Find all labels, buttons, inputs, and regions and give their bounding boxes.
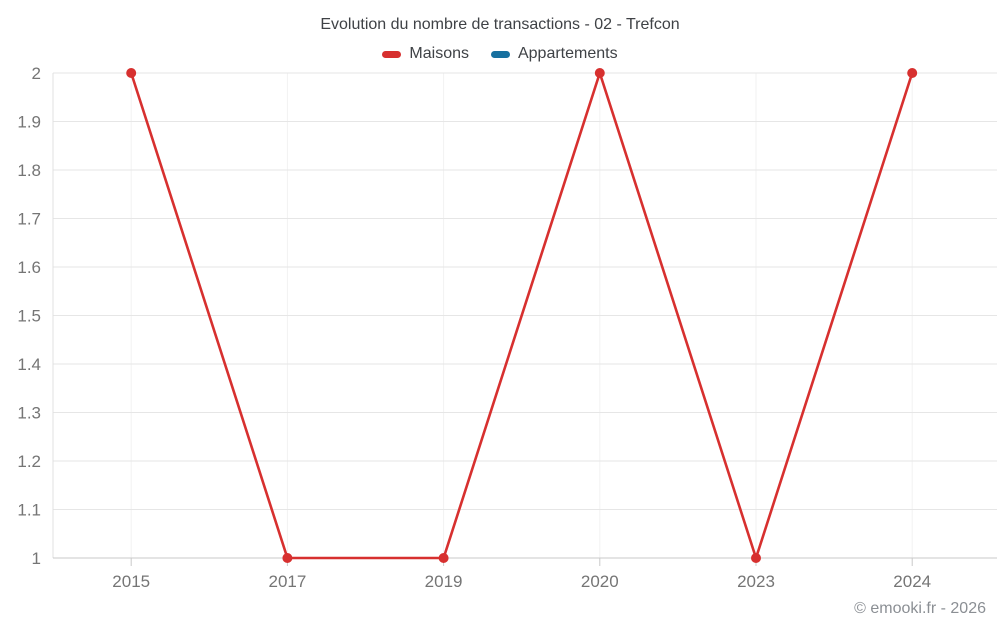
y-axis-tick-label: 1.9 [17, 113, 41, 132]
y-axis-tick-label: 1.6 [17, 258, 41, 277]
maisons-data-point[interactable] [282, 553, 293, 563]
maisons-swatch-icon [382, 50, 402, 58]
y-axis-tick-label: 1 [32, 549, 41, 568]
y-axis-tick-label: 1.5 [17, 307, 41, 326]
x-axis-tick-label: 2024 [893, 572, 931, 591]
x-axis-tick-label: 2015 [112, 572, 150, 591]
x-axis-tick-label: 2023 [737, 572, 775, 591]
legend-item-appartements[interactable]: Appartements [490, 45, 618, 63]
y-axis-tick-label: 1.4 [17, 355, 41, 374]
y-axis-tick-label: 1.2 [17, 452, 41, 471]
maisons-line [129, 71, 914, 560]
legend-label-maisons: Maisons [409, 45, 469, 62]
legend-item-maisons[interactable]: Maisons [382, 45, 469, 63]
y-axis-tick-label: 2 [32, 64, 41, 83]
maisons-data-point[interactable] [751, 553, 761, 563]
y-axis-tick-label: 1.3 [17, 404, 41, 423]
legend-label-appartements: Appartements [517, 45, 618, 62]
maisons-data-point[interactable] [594, 68, 605, 78]
y-axis-tick-label: 1.1 [17, 501, 41, 520]
maisons-data-point[interactable] [438, 553, 449, 563]
y-axis-tick-label: 1.8 [17, 161, 41, 180]
maisons-data-point[interactable] [907, 68, 918, 78]
appartements-swatch-icon [490, 50, 510, 58]
chart-title: Evolution du nombre de transactions - 02… [320, 16, 680, 33]
x-axis-tick-label: 2017 [268, 572, 306, 591]
watermark: © emooki.fr - 2026 [854, 600, 986, 617]
maisons-data-point[interactable] [126, 68, 137, 78]
y-axis-tick-label: 1.7 [17, 210, 41, 229]
x-axis-tick-label: 2019 [425, 572, 463, 591]
chart-legend: Maisons Appartements [0, 45, 1000, 63]
x-axis-tick-label: 2020 [581, 572, 619, 591]
